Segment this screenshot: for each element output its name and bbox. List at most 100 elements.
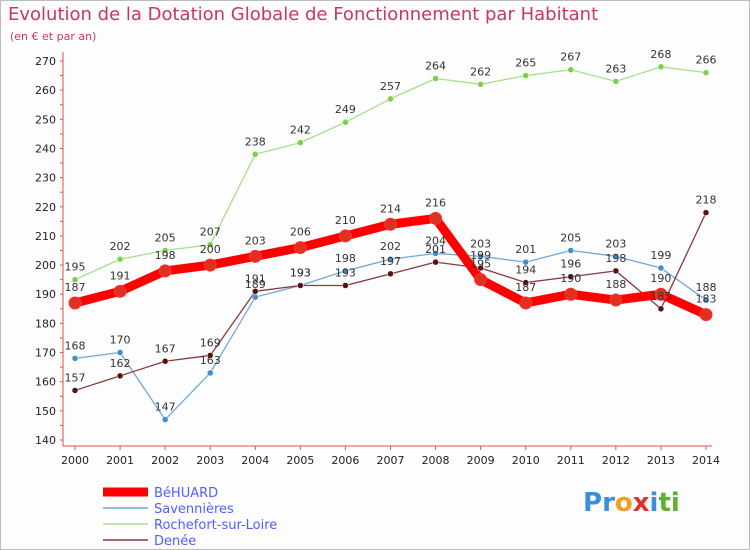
x-tick-label: 2008 <box>422 454 450 467</box>
series-point-0 <box>384 217 397 231</box>
data-label: 204 <box>425 234 446 247</box>
data-label: 207 <box>200 226 221 239</box>
series-point-3 <box>567 273 575 280</box>
y-tick-label: 140 <box>35 434 56 447</box>
series-point-2 <box>567 66 575 73</box>
data-label: 203 <box>605 237 626 250</box>
data-label: 267 <box>560 51 581 64</box>
series-point-1 <box>161 416 169 423</box>
data-label: 187 <box>65 281 86 294</box>
axes: 140 150 160 170 180 190 200 210 220 230 240 250 260 2… <box>35 52 720 467</box>
series-point-1 <box>702 296 710 304</box>
data-label: 203 <box>245 234 266 247</box>
x-tick-label: 2013 <box>647 454 675 467</box>
data-label: 194 <box>515 264 536 277</box>
data-label: 268 <box>650 48 671 61</box>
data-label: 195 <box>65 261 86 274</box>
series-point-3 <box>657 305 665 313</box>
y-tick-label: 170 <box>35 347 56 360</box>
data-label: 201 <box>515 243 536 256</box>
legend-label: Savennières <box>154 502 234 517</box>
data-label: 170 <box>110 334 131 347</box>
series-point-2 <box>252 151 259 158</box>
legend-label: BéHUARD <box>154 486 218 501</box>
data-label: 191 <box>245 272 266 285</box>
series-point-0 <box>699 308 713 322</box>
data-label: 193 <box>290 266 311 279</box>
data-label: 199 <box>470 249 491 262</box>
series-point-2 <box>297 139 304 146</box>
data-label: 264 <box>425 59 446 72</box>
legend: BéHUARDSavennièresRochefort-sur-LoireDen… <box>103 486 277 549</box>
y-tick-label: 200 <box>35 259 56 272</box>
data-label: 263 <box>605 62 626 75</box>
data-label: 202 <box>110 240 131 253</box>
series-point-3 <box>522 279 529 286</box>
data-label: 198 <box>605 252 626 265</box>
logo-letter: x <box>632 488 650 518</box>
data-label: 188 <box>696 281 717 294</box>
data-label: 163 <box>200 354 221 367</box>
series-point-2 <box>387 95 394 103</box>
data-label: 203 <box>470 237 491 250</box>
series-point-1 <box>612 253 620 260</box>
y-tick-label: 180 <box>35 317 56 330</box>
y-tick-label: 160 <box>35 376 56 389</box>
series-point-0 <box>203 258 217 272</box>
data-label: 147 <box>155 401 176 414</box>
series-point-0 <box>564 287 578 301</box>
data-label: 216 <box>425 196 446 209</box>
data-label: 262 <box>470 65 491 78</box>
data-label: 183 <box>696 293 717 306</box>
series-point-2 <box>477 81 484 88</box>
data-label: 190 <box>650 272 671 285</box>
y-tick-label: 260 <box>35 84 56 97</box>
x-tick-label: 2005 <box>286 454 314 467</box>
series-point-1 <box>477 253 484 260</box>
series-point-2 <box>657 63 665 71</box>
data-label: 187 <box>515 281 536 294</box>
data-label: 190 <box>560 272 581 285</box>
x-tick-label: 2002 <box>151 454 179 467</box>
series-point-1 <box>342 267 349 275</box>
series-point-1 <box>387 255 394 263</box>
series-point-0 <box>654 287 668 301</box>
series-point-1 <box>522 258 529 266</box>
data-label: 200 <box>200 243 221 256</box>
series-point-3 <box>387 270 394 278</box>
x-tick-label: 2012 <box>602 454 630 467</box>
series-point-1 <box>252 293 259 301</box>
x-tick-label: 2007 <box>377 454 405 467</box>
series-point-3 <box>342 282 349 289</box>
data-label: 189 <box>245 278 266 291</box>
data-label: 210 <box>335 214 356 227</box>
series-point-0 <box>519 296 533 310</box>
series-point-3 <box>161 358 169 365</box>
logo-letter: t <box>658 488 671 518</box>
x-tick-label: 2004 <box>241 454 269 467</box>
series-point-0 <box>248 249 262 263</box>
series-point-2 <box>71 276 79 283</box>
data-label: 168 <box>65 339 86 352</box>
x-tick-label: 2009 <box>467 454 495 467</box>
data-label: 157 <box>65 371 86 384</box>
data-label: 205 <box>560 232 581 245</box>
data-label: 214 <box>380 202 401 215</box>
series-point-0 <box>113 284 127 298</box>
legend-label: Rochefort-sur-Loire <box>154 518 277 533</box>
data-label: 193 <box>335 266 356 279</box>
x-tick-label: 2010 <box>512 454 540 467</box>
series-point-0 <box>338 229 352 243</box>
data-label: 242 <box>290 124 311 137</box>
series-point-3 <box>612 267 620 275</box>
series-point-1 <box>432 250 439 257</box>
data-label: 205 <box>155 232 176 245</box>
chart-subtitle: (en € et par an) <box>10 30 97 43</box>
series-point-2 <box>432 75 439 82</box>
series-points <box>68 63 713 423</box>
proxiti-logo: Proxiti <box>583 488 680 518</box>
series-point-3 <box>432 258 439 266</box>
